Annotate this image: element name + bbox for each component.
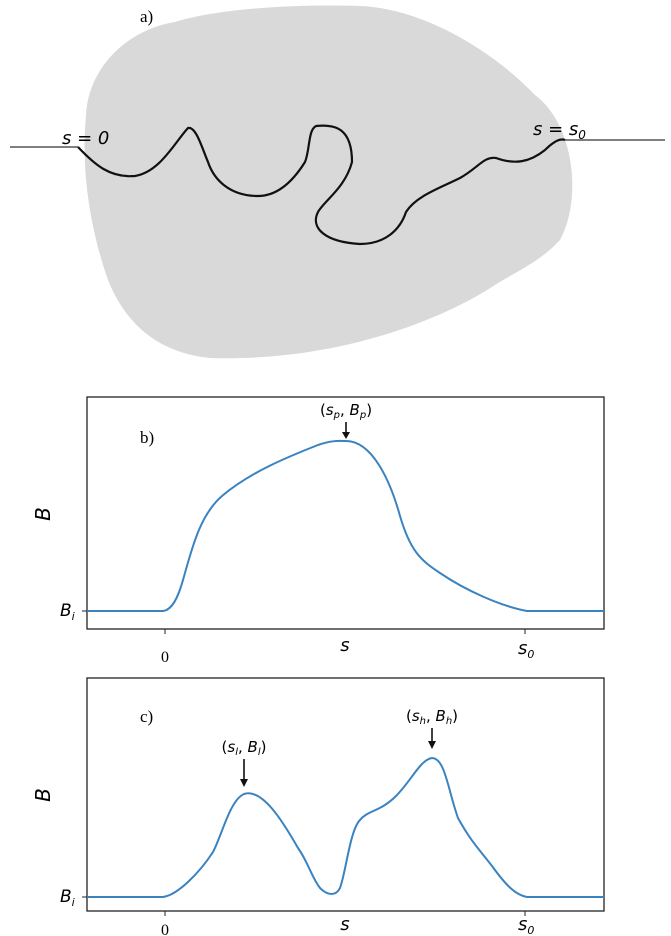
peak-low-label-c: (sl, Bl) <box>222 738 267 758</box>
panel-a-label: a) <box>140 7 153 26</box>
peak-high-arrowhead-c <box>428 741 436 749</box>
panel-a: a) s = 0 s = s0 <box>10 5 665 359</box>
path-curve <box>77 124 566 246</box>
xtick-end-label-c: s0 <box>518 914 534 936</box>
xtick-zero-label-c: 0 <box>161 922 169 936</box>
xlabel-c: s <box>340 914 349 935</box>
panel-c-label: c) <box>140 707 153 726</box>
start-label: s = 0 <box>62 128 109 149</box>
ytick-label-c: Bi <box>60 887 75 909</box>
panel-b-label: b) <box>140 428 154 447</box>
panel-b: b) Bi B 0 s0 s (sp, Bp) <box>31 396 605 666</box>
panel-c: c) Bi B 0 s0 s (sl, Bl) (sh, Bh) <box>31 677 605 936</box>
peak-low-arrowhead-c <box>240 779 248 787</box>
peak-label-b: (sp, Bp) <box>320 401 372 421</box>
xlabel-b: s <box>340 635 349 656</box>
plot-frame-b <box>86 396 605 630</box>
xtick-zero-label-b: 0 <box>161 649 169 666</box>
plot-frame-c <box>86 677 605 912</box>
peak-arrowhead-b <box>342 432 350 439</box>
end-label: s = s0 <box>533 119 586 142</box>
ytick-label-b: Bi <box>60 601 75 623</box>
ylabel-c: B <box>31 788 55 802</box>
curve-b <box>87 439 604 612</box>
peak-high-label-c: (sh, Bh) <box>406 707 458 727</box>
region-shape <box>84 5 573 359</box>
xtick-end-label-b: s0 <box>518 638 534 661</box>
ylabel-b: B <box>31 507 55 521</box>
curve-c <box>87 756 604 898</box>
